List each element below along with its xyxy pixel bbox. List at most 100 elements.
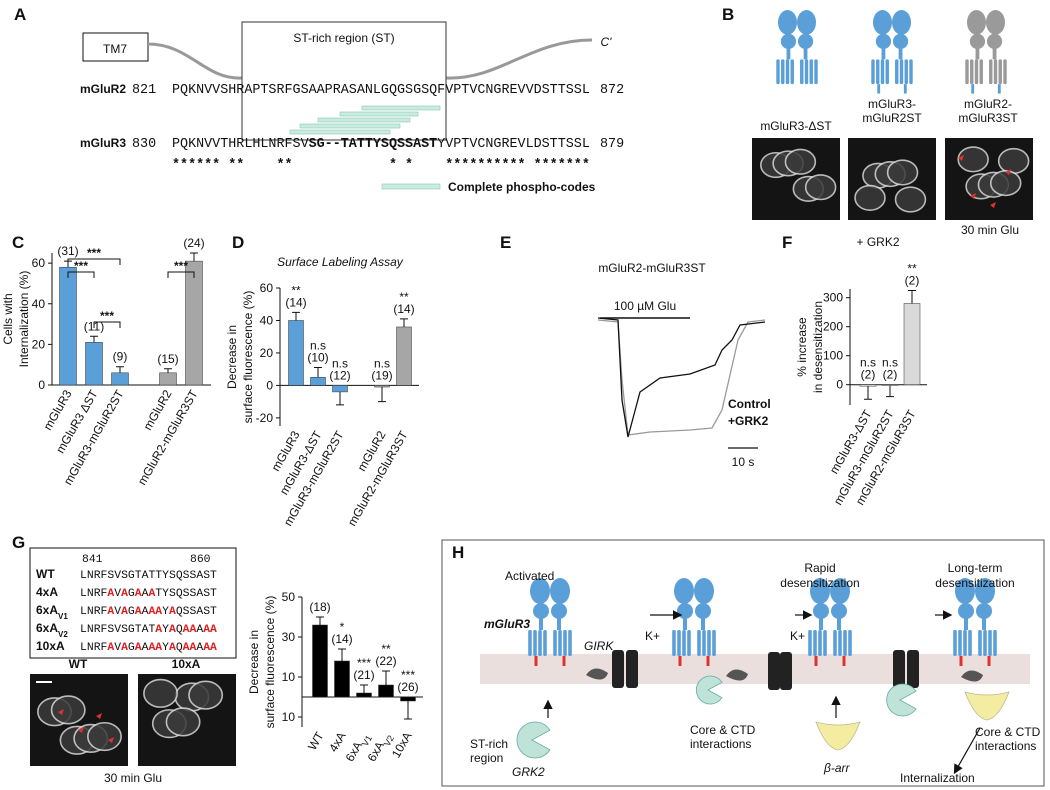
significance-label: n.s <box>374 356 390 370</box>
stage-label: Long-term <box>948 561 1003 575</box>
conservation: ****** ** ** * * ********** ******* <box>172 158 590 173</box>
row-name: mGluR3 <box>80 136 126 150</box>
bar <box>332 385 348 393</box>
stimulus-label: 100 µM Glu <box>614 299 676 313</box>
n-label: (14) <box>393 302 414 316</box>
membrane <box>480 654 1030 684</box>
tm-helix <box>899 59 904 85</box>
g-protein <box>961 670 983 682</box>
ctd <box>877 84 881 94</box>
tm7-label: TM7 <box>103 42 127 56</box>
y-tick-label: 0 <box>266 378 273 392</box>
tm-helix <box>781 59 785 85</box>
residue: A <box>196 570 203 582</box>
tm-helix <box>993 630 997 656</box>
residue: V <box>114 642 121 654</box>
annotation: Internalization <box>900 771 975 785</box>
tm-helix <box>998 59 1002 85</box>
receptor-stalk <box>881 48 886 60</box>
y-tick-label: 50 <box>282 590 296 604</box>
cell-outline <box>87 721 122 752</box>
ctd <box>706 656 710 666</box>
receptor-stalk <box>701 618 705 630</box>
error-bar <box>314 367 322 378</box>
arrestin-icon <box>964 691 1010 721</box>
significance-label: n.s <box>332 356 348 370</box>
ctd <box>997 84 1001 94</box>
arrowhead <box>96 713 102 719</box>
bar <box>859 384 877 387</box>
error-bar <box>382 670 390 685</box>
sequence-part: SG--TATTYSQSSAST <box>309 137 438 152</box>
y-tick-label: 60 <box>260 281 274 295</box>
tm-helix <box>672 630 676 656</box>
arrowhead <box>58 709 64 715</box>
row-name-sub: V1 <box>58 612 68 621</box>
tm-helix <box>989 59 993 85</box>
receptor-lobe <box>986 10 1005 35</box>
residue: L <box>80 570 87 582</box>
tm-helix <box>993 59 998 85</box>
error-bar <box>360 684 368 693</box>
bar <box>400 696 416 702</box>
cell-outline <box>143 678 178 708</box>
residue: A <box>142 570 149 582</box>
construct-label: mGluR3- <box>868 97 916 111</box>
y-tick-label: 10 <box>282 710 296 724</box>
receptor-stalk <box>786 48 791 60</box>
receptor-lobe <box>975 578 995 604</box>
y-tick-label: 40 <box>32 297 46 311</box>
significance-label: ** <box>291 283 301 297</box>
annotation: region <box>470 751 503 765</box>
n-label: (18) <box>309 600 330 614</box>
y-tick-label: 0 <box>836 378 843 392</box>
image-label: WT <box>69 657 88 671</box>
category-subscript: V1 <box>360 734 374 749</box>
n-label: (12) <box>329 368 350 382</box>
significance-label: *** <box>174 259 188 273</box>
residue: Y <box>162 588 169 600</box>
bar <box>312 624 328 698</box>
panel-label: F <box>782 233 792 252</box>
y-tick-label: 30 <box>282 630 296 644</box>
residue: R <box>94 642 101 654</box>
significance-label: ** <box>907 261 917 275</box>
n-label: (2) <box>883 368 898 382</box>
ctd <box>959 656 963 666</box>
receptor-lobe <box>813 603 829 619</box>
row-name-main: 10xA <box>36 639 65 653</box>
receptor-lobe <box>831 603 847 619</box>
residue: Q <box>176 588 183 600</box>
significance-bracket <box>67 258 121 265</box>
scale-label: 10 s <box>732 455 755 469</box>
phospho-code-bar <box>289 129 391 135</box>
tm-helix <box>958 630 962 656</box>
row-name: 10xA <box>36 639 65 653</box>
residue: Q <box>176 624 183 636</box>
tm-helix <box>677 630 681 656</box>
y-tick-label: 20 <box>32 337 46 351</box>
tm-helix <box>785 59 790 85</box>
row-name: 6xAV2 <box>36 621 68 639</box>
residue: N <box>87 624 94 636</box>
significance-label: *** <box>357 656 371 670</box>
tm-helix <box>804 59 809 85</box>
ctd-curve <box>147 38 593 80</box>
residue: S <box>203 570 210 582</box>
ctd <box>842 656 846 666</box>
receptor-lobe <box>830 578 850 604</box>
condition-label: 30 min Glu <box>104 771 162 785</box>
residue: A <box>169 642 176 654</box>
residue: G <box>128 624 135 636</box>
residue: A <box>135 642 142 654</box>
tm-helix <box>988 630 992 656</box>
tm-helix <box>833 630 837 656</box>
tm-helix <box>800 59 804 85</box>
residue: A <box>121 606 128 618</box>
arrestin-label: β-arr <box>823 761 851 775</box>
sequence: LNRFAVAGAAAAYAQAAAAA <box>80 642 217 654</box>
residue: T <box>135 624 142 636</box>
sequence: LNRFAVAGAAAAYAQSSAST <box>80 606 217 618</box>
receptor-lobe <box>969 33 986 49</box>
receptor-lobe <box>976 603 992 619</box>
